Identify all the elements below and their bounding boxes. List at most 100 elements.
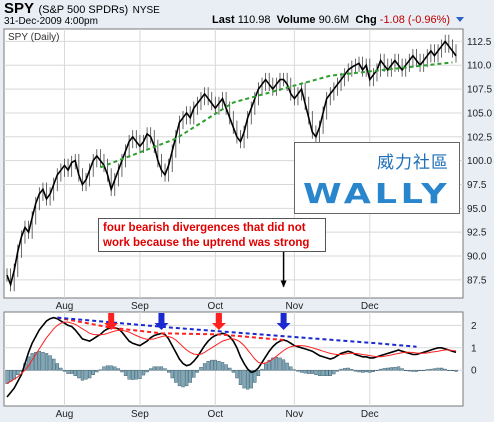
histogram-bar <box>66 370 70 374</box>
histogram-bar <box>177 370 182 387</box>
histogram-bar <box>407 370 411 372</box>
chg-label: Chg <box>355 14 377 26</box>
histogram-bar <box>242 370 246 389</box>
histogram-bar <box>41 352 45 371</box>
histogram-bar <box>166 370 171 373</box>
histogram-bar <box>303 370 307 374</box>
histogram-bar <box>192 370 196 378</box>
price-y-tick-label: 100.0 <box>467 156 492 167</box>
histogram-bar <box>206 361 210 371</box>
macd-red-trendline <box>57 316 284 341</box>
histogram-bar <box>37 351 42 371</box>
price-x-tick-label: Nov <box>285 301 303 312</box>
histogram-bar <box>235 370 239 379</box>
histogram-bar <box>199 367 203 371</box>
wally-latin-text: WALLY <box>303 177 451 210</box>
histogram-bar <box>220 362 225 371</box>
histogram-bar <box>429 368 433 371</box>
signal-line <box>6 321 457 385</box>
last-label: Last <box>212 14 235 26</box>
histogram-bar <box>159 366 164 371</box>
wally-watermark: 威力社區 WALLY <box>294 142 460 214</box>
divergence-arrow <box>276 313 291 330</box>
histogram-bar <box>184 370 189 387</box>
macd-histogram <box>5 351 458 390</box>
histogram-bar <box>368 370 372 373</box>
histogram-bar <box>389 367 393 371</box>
histogram-bar <box>48 355 52 371</box>
histogram-bar <box>131 370 135 380</box>
ticker-symbol: SPY <box>4 0 35 17</box>
macd-y-tick-label: 2 <box>471 321 477 332</box>
histogram-bar <box>174 370 178 383</box>
histogram-bar <box>109 365 113 371</box>
histogram-bar <box>371 370 375 373</box>
price-legend: SPY (Daily) <box>8 32 60 43</box>
histogram-bar <box>141 370 146 376</box>
histogram-bar <box>443 368 447 371</box>
histogram-bar <box>245 370 250 390</box>
histogram-bar <box>411 370 415 372</box>
histogram-bar <box>414 370 419 372</box>
divergence-arrow <box>154 313 169 330</box>
histogram-bar <box>353 370 358 372</box>
histogram-bar <box>134 370 138 380</box>
histogram-bar <box>55 363 60 371</box>
histogram-bar <box>145 370 149 373</box>
histogram-bar <box>296 370 300 372</box>
price-x-tick-label: Oct <box>208 301 224 312</box>
histogram-bar <box>350 369 354 371</box>
histogram-bar <box>447 370 451 371</box>
volume-value: 90.6M <box>318 14 350 26</box>
price-y-tick-label: 105.0 <box>467 108 492 119</box>
price-y-tick-label: 95.0 <box>467 204 487 215</box>
histogram-bar <box>400 368 404 371</box>
histogram-bar <box>34 352 38 371</box>
histogram-bar <box>339 368 343 371</box>
histogram-bar <box>436 367 440 371</box>
price-y-axis: 112.5 110.0 107.5 105.0 102.5 100.0 97.5 95.0 92… <box>467 37 492 286</box>
histogram-bar <box>87 370 92 379</box>
divergence-arrow <box>104 313 119 330</box>
macd-x-tick-label: Sep <box>131 409 149 420</box>
histogram-bar <box>343 368 347 371</box>
chg-value: -1.08 (-0.96%) <box>379 14 451 26</box>
histogram-bar <box>5 370 9 384</box>
histogram-bar <box>314 370 318 375</box>
histogram-bar <box>224 364 228 371</box>
quote-dropdown-icon[interactable] <box>456 17 465 22</box>
histogram-bar <box>361 370 365 373</box>
histogram-bar <box>357 370 361 373</box>
histogram-bar <box>84 370 88 380</box>
macd-y-tick-label: 0 <box>471 366 477 377</box>
macd-blue-trendline <box>57 316 417 348</box>
histogram-bar <box>69 370 74 374</box>
histogram-bar <box>210 359 214 371</box>
histogram-bar <box>44 353 49 371</box>
histogram-bar <box>432 368 437 371</box>
ticker-full-name: (S&P 500 SPDRs) <box>38 4 129 16</box>
histogram-bar <box>188 370 192 383</box>
histogram-bar <box>138 370 142 379</box>
histogram-bar <box>238 370 243 385</box>
volume-label: Volume <box>276 14 316 26</box>
macd-y-tick-label: 1 <box>471 343 477 354</box>
macd-grid <box>4 312 463 406</box>
histogram-bar <box>328 370 332 377</box>
histogram-bar <box>228 367 232 371</box>
macd-x-tick-label: Dec <box>361 409 379 420</box>
last-value: 110.98 <box>237 14 271 26</box>
histogram-bar <box>231 370 235 373</box>
histogram-bar <box>450 370 455 371</box>
histogram-bar <box>105 365 110 371</box>
macd-x-axis: Aug Sep Oct Nov Dec <box>56 409 379 420</box>
annotation-line-1: four bearish divergences that did not <box>103 222 306 234</box>
annotation-pointer-head <box>280 280 287 288</box>
histogram-bar <box>454 370 458 372</box>
macd-panel <box>3 311 464 407</box>
histogram-bar <box>264 363 268 371</box>
histogram-bar <box>274 357 279 371</box>
histogram-bar <box>396 366 401 371</box>
histogram-bar <box>418 370 422 371</box>
price-x-tick-label: Aug <box>56 301 74 312</box>
